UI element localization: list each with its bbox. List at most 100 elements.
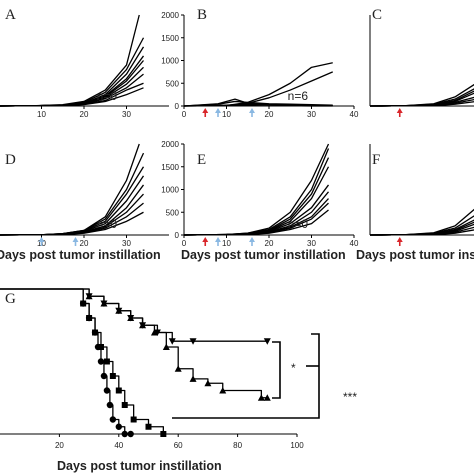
survival-point-circle: [97, 358, 105, 365]
panel-f-letter: F: [372, 152, 380, 168]
panel-e-blue-arrow-head: [215, 237, 221, 242]
panel-g-x-axis-title: Days post tumor instillation: [57, 459, 222, 473]
survival-point-triangle-up: [139, 321, 147, 329]
panel-b-y-tick-label: 500: [166, 79, 180, 88]
panel-e-lines: 0 10 20 30 40 0 500 1000 1500 2000: [161, 140, 359, 248]
panel-e-x-tick-label: 0: [182, 239, 187, 248]
panel-a-series-4: [0, 55, 145, 107]
survival-point-triangle-down: [263, 338, 271, 345]
survival-point-circle: [121, 430, 128, 438]
panel-b-y-tick-label: 0: [175, 102, 180, 111]
survival-point-circle: [100, 372, 108, 380]
panel-d-x-tick-label: 30: [122, 239, 131, 248]
panel-a-n-label: n=0: [97, 89, 118, 103]
panel-f-red-arrow-head: [396, 237, 403, 242]
panel-d-series-7: [0, 202, 144, 236]
survival-point-square: [86, 315, 93, 321]
panel-a-letter: A: [5, 7, 16, 23]
panel-a-series-6: [0, 66, 144, 107]
panel-g-letter: G: [5, 291, 16, 307]
panel-d-x-axis-title: Days post tumor instillation: [0, 248, 161, 262]
panel-e-n-label: n=0: [288, 217, 309, 231]
survival-point-triangle-up: [85, 292, 93, 300]
panel-g-series-4: [0, 288, 268, 399]
panel-b-series-4: [183, 100, 333, 107]
panel-e: E 0 10 20 30 40 0 500 1000 1500 2000 n=0 Days pos…: [161, 140, 359, 262]
panel-a: A 10 20 30 n=0: [0, 7, 169, 119]
survival-point-circle: [103, 387, 111, 394]
panel-e-x-tick-label: 20: [265, 239, 274, 248]
panel-a-x-tick-label: 10: [37, 110, 46, 119]
panel-f-series-7: [369, 229, 474, 236]
panel-c-lines: [369, 15, 474, 117]
survival-point-triangle-up: [219, 387, 227, 394]
panel-b-series-1: [183, 62, 333, 107]
panel-g-x-tick-label: 20: [55, 441, 64, 450]
panel-d-series-8: [0, 211, 144, 236]
panel-b-x-tick-label: 10: [222, 110, 231, 119]
panel-c-letter: C: [372, 7, 382, 23]
survival-point-triangle-up: [204, 379, 212, 387]
panel-d-n-label: n=0: [97, 217, 118, 231]
survival-point-triangle-up: [162, 343, 170, 350]
survival-point-square: [109, 373, 116, 379]
panel-e-x-tick-label: 40: [350, 239, 359, 248]
survival-point-square: [145, 423, 152, 430]
panel-b-x-tick-label: 30: [307, 110, 316, 119]
panel-g-x-tick-label: 40: [114, 441, 123, 450]
survival-point-circle: [115, 423, 123, 430]
panel-b-series-2: [183, 71, 334, 107]
bracket-outer: [172, 333, 320, 419]
survival-point-triangle-up: [174, 365, 182, 372]
panel-b-lines: 0 10 20 30 40 0 500 1000 1500 2000: [161, 11, 359, 119]
panel-e-y-tick-label: 1000: [161, 186, 179, 195]
panel-g-series-2: [0, 288, 164, 434]
panel-e-series-9: [183, 209, 329, 236]
panel-e-blue-arrow-head: [249, 237, 255, 242]
survival-point-triangle-down: [189, 338, 197, 345]
panel-b-y-tick-label: 1000: [161, 57, 179, 66]
panel-b: B 0 10 20 30 40 0 500 1000 1500 2000 n=6: [161, 7, 359, 119]
panel-b-y-tick-label: 2000: [161, 11, 179, 20]
survival-point-triangle-up: [189, 375, 197, 382]
panel-b-x-tick-label: 40: [350, 110, 359, 119]
survival-point-triangle-up: [127, 314, 135, 321]
panel-c-series-7: [369, 101, 474, 107]
panel-f-x-axis-title: Days post tumor instillation: [356, 248, 474, 262]
panel-e-letter: E: [197, 152, 206, 168]
panel-a-lines: 10 20 30: [0, 14, 169, 119]
panel-b-letter: B: [197, 7, 207, 23]
panel-d-blue-arrow-head: [72, 237, 79, 242]
panel-g-x-tick-label: 100: [290, 441, 304, 450]
panel-b-x-tick-label: 20: [265, 110, 274, 119]
panel-d-series-3: [0, 166, 145, 236]
panel-b-x-tick-label: 0: [182, 110, 187, 119]
survival-point-triangle-up: [100, 300, 108, 307]
significance-inner-label: *: [291, 361, 296, 375]
panel-g-x-tick-label: 80: [233, 441, 242, 450]
panel-e-red-arrow-head: [202, 237, 209, 242]
significance-brackets: * ***: [172, 333, 357, 419]
panel-b-red-arrow-head: [202, 108, 209, 113]
panel-e-y-tick-label: 1500: [161, 163, 179, 172]
panel-e-y-tick-label: 500: [166, 208, 180, 217]
survival-point-triangle-up: [115, 307, 123, 314]
survival-point-square: [103, 358, 110, 365]
survival-point-triangle-up: [257, 394, 265, 401]
panel-a-x-tick-label: 30: [122, 110, 131, 119]
panel-g: G 20 40 60 80 100 * *** Days post tumor inst…: [0, 288, 357, 473]
panel-d-x-tick-label: 20: [80, 239, 89, 248]
survival-point-circle: [127, 430, 134, 438]
survival-point-circle: [106, 401, 114, 409]
survival-point-square: [130, 416, 137, 423]
panel-a-series-9: [0, 87, 144, 107]
survival-point-triangle-up: [263, 394, 271, 401]
panel-d-blue-arrow-head: [38, 237, 45, 242]
panel-e-y-tick-label: 0: [175, 231, 180, 240]
bracket-inner: [272, 341, 281, 399]
panel-a-series-5: [0, 60, 145, 107]
panel-g-x-tick-label: 60: [174, 441, 183, 450]
survival-point-square: [121, 402, 128, 408]
